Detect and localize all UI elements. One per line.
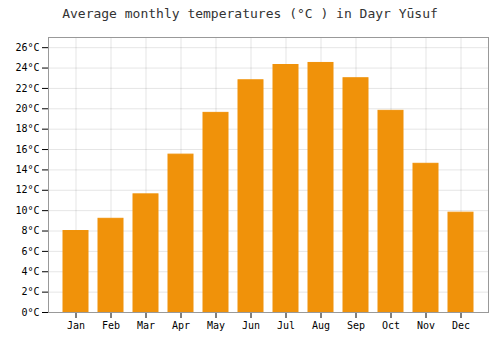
- svg-text:Apr: Apr: [172, 320, 190, 331]
- svg-text:6°C: 6°C: [21, 246, 39, 257]
- svg-text:4°C: 4°C: [21, 266, 39, 277]
- html-text:Average monthly temperatures (: Average monthly temperatures (°C ) in Da…: [62, 6, 438, 21]
- svg-text:Jun: Jun: [242, 320, 260, 331]
- svg-text:8°C: 8°C: [21, 225, 39, 236]
- svg-text:0°C: 0°C: [21, 307, 39, 318]
- svg-text:Oct: Oct: [382, 320, 400, 331]
- svg-text:Dec: Dec: [452, 320, 470, 331]
- svg-text:10°C: 10°C: [15, 205, 39, 216]
- svg-text:Aug: Aug: [312, 320, 330, 331]
- svg-text:2°C: 2°C: [21, 286, 39, 297]
- svg-text:18°C: 18°C: [15, 123, 39, 134]
- svg-text:Jan: Jan: [67, 320, 85, 331]
- svg-text:26°C: 26°C: [15, 42, 39, 53]
- svg-text:24°C: 24°C: [15, 62, 39, 73]
- svg-text:14°C: 14°C: [15, 164, 39, 175]
- svg-text:16°C: 16°C: [15, 144, 39, 155]
- svg-text:Feb: Feb: [102, 320, 120, 331]
- svg-text:Jul: Jul: [277, 320, 295, 331]
- svg-text:20°C: 20°C: [15, 103, 39, 114]
- svg-text:22°C: 22°C: [15, 83, 39, 94]
- svg-text:Sep: Sep: [347, 320, 365, 331]
- svg-text:Nov: Nov: [417, 320, 435, 331]
- svg-text:May: May: [207, 320, 225, 331]
- svg-text:12°C: 12°C: [15, 184, 39, 195]
- svg-text:Mar: Mar: [137, 320, 155, 331]
